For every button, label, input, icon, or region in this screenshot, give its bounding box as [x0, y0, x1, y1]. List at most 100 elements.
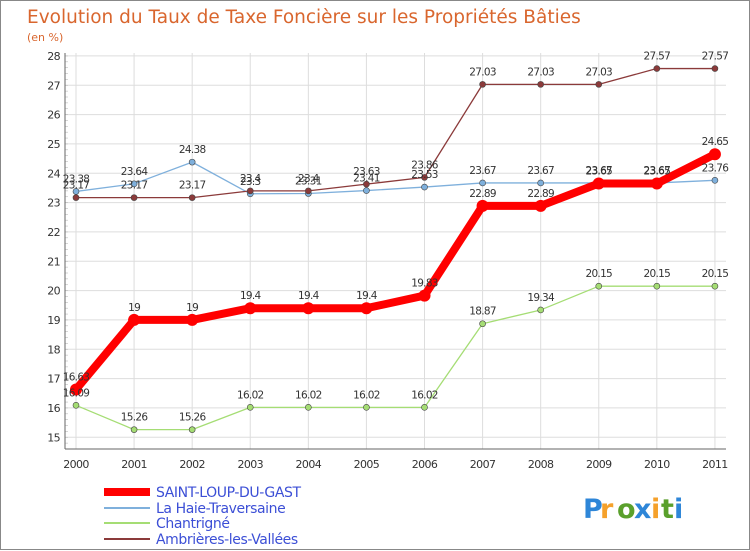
x-tick-label: 2011 [702, 458, 728, 471]
legend-label: Ambrières-les-Vallées [156, 532, 298, 548]
data-point [421, 183, 428, 191]
data-point [246, 187, 254, 195]
y-tick-label: 20 [47, 285, 60, 298]
data-label: 19 [186, 302, 198, 314]
logo-letter: t [661, 494, 675, 525]
y-tick-label: 21 [47, 255, 60, 268]
data-point [653, 65, 661, 72]
data-point [592, 177, 605, 190]
data-point [188, 158, 196, 166]
y-tick-label: 27 [47, 79, 60, 92]
x-tick-label: 2008 [528, 458, 554, 471]
data-label: 23.65 [644, 166, 671, 178]
data-point [479, 179, 486, 187]
data-label: 23.3 [240, 176, 261, 188]
data-point [130, 180, 138, 188]
y-tick-label: 23 [47, 197, 60, 210]
data-label: 19.34 [527, 292, 555, 304]
series-line-1 [75, 161, 716, 195]
data-point [72, 194, 80, 201]
grid-layer [65, 53, 726, 449]
chart-subtitle: (en %) [27, 31, 63, 44]
data-point [186, 313, 199, 326]
data-label: 20.15 [585, 268, 612, 280]
legend-label: Chantrigné [156, 516, 230, 532]
data-label: 19.83 [411, 278, 438, 290]
data-label: 23.4 [298, 173, 320, 185]
legend-label: La Haie-Traversaine [156, 501, 285, 517]
data-point [130, 426, 138, 433]
series-layer [70, 65, 721, 433]
data-label: 27.57 [702, 51, 729, 63]
y-tick-label: 19 [47, 314, 60, 327]
x-tick-label: 2001 [121, 458, 147, 471]
data-point [302, 302, 315, 315]
y-tick-label: 22 [47, 226, 60, 239]
axis-layer: 15 16 17 18 19 20 21 22 23 24 25 26 27 28 2000 2001 2002… [47, 50, 728, 471]
data-label: 15.26 [121, 412, 149, 424]
data-label: 27.03 [585, 66, 612, 78]
data-label: 23.76 [702, 162, 730, 174]
data-label: 22.89 [527, 188, 554, 200]
data-label: 16.02 [295, 389, 322, 401]
logo-letter: i [674, 494, 684, 525]
data-label: 20.15 [702, 268, 729, 280]
proxiti-logo: Pr oxi t i [583, 494, 684, 525]
data-label: 23.67 [585, 165, 612, 177]
logo-letter: o [617, 494, 637, 525]
data-point [418, 289, 431, 302]
x-tick-label: 2005 [354, 458, 380, 471]
data-point [537, 81, 544, 88]
data-label: 23.67 [469, 165, 496, 177]
x-tick-label: 2004 [296, 458, 322, 471]
data-label: 19.4 [298, 290, 320, 302]
data-label: 19 [128, 302, 140, 314]
data-label: 23.67 [527, 165, 554, 177]
data-point [130, 194, 138, 201]
data-label: 23.31 [295, 176, 322, 188]
data-label: 16.02 [353, 389, 380, 401]
data-label: 23.53 [411, 169, 438, 181]
data-label: 23.86 [411, 159, 439, 171]
x-tick-label: 2009 [586, 458, 612, 471]
data-point [421, 404, 428, 411]
data-label: 24.65 [702, 136, 729, 148]
data-point [476, 199, 489, 212]
data-label: 16.63 [63, 371, 90, 383]
x-tick-label: 2007 [470, 458, 496, 471]
y-tick-label: 25 [47, 138, 60, 151]
data-point [188, 426, 196, 433]
data-label: 23.17 [63, 180, 90, 192]
data-point [188, 194, 196, 201]
data-point [363, 404, 370, 411]
data-label: 23.41 [353, 173, 380, 185]
data-label: 23.38 [63, 173, 90, 185]
data-point [72, 401, 80, 409]
data-point [711, 65, 719, 72]
data-point [479, 320, 486, 328]
data-label: 16.09 [63, 387, 90, 399]
data-point [537, 179, 544, 187]
data-label: 23.65 [585, 166, 612, 178]
data-point [421, 174, 428, 181]
y-tick-label: 16 [47, 402, 60, 415]
data-label: 23.67 [644, 165, 671, 177]
data-label: 16.02 [237, 389, 264, 401]
data-point [305, 187, 312, 195]
data-point [653, 282, 661, 290]
data-point [595, 282, 603, 290]
data-point [711, 282, 719, 290]
data-label: 20.15 [644, 268, 671, 280]
y-tick-label: 15 [47, 431, 60, 444]
series-line-0 [72, 150, 719, 394]
chart-title: Evolution du Taux de Taxe Foncière sur l… [27, 7, 581, 28]
data-point [246, 404, 254, 411]
legend-label: SAINT-LOUP-DU-GAST [156, 485, 302, 501]
data-point [128, 313, 141, 326]
data-label: 23.4 [240, 173, 262, 185]
data-label: 19.4 [356, 290, 378, 302]
data-label: 23.63 [353, 166, 380, 178]
series-line-3 [75, 67, 716, 199]
